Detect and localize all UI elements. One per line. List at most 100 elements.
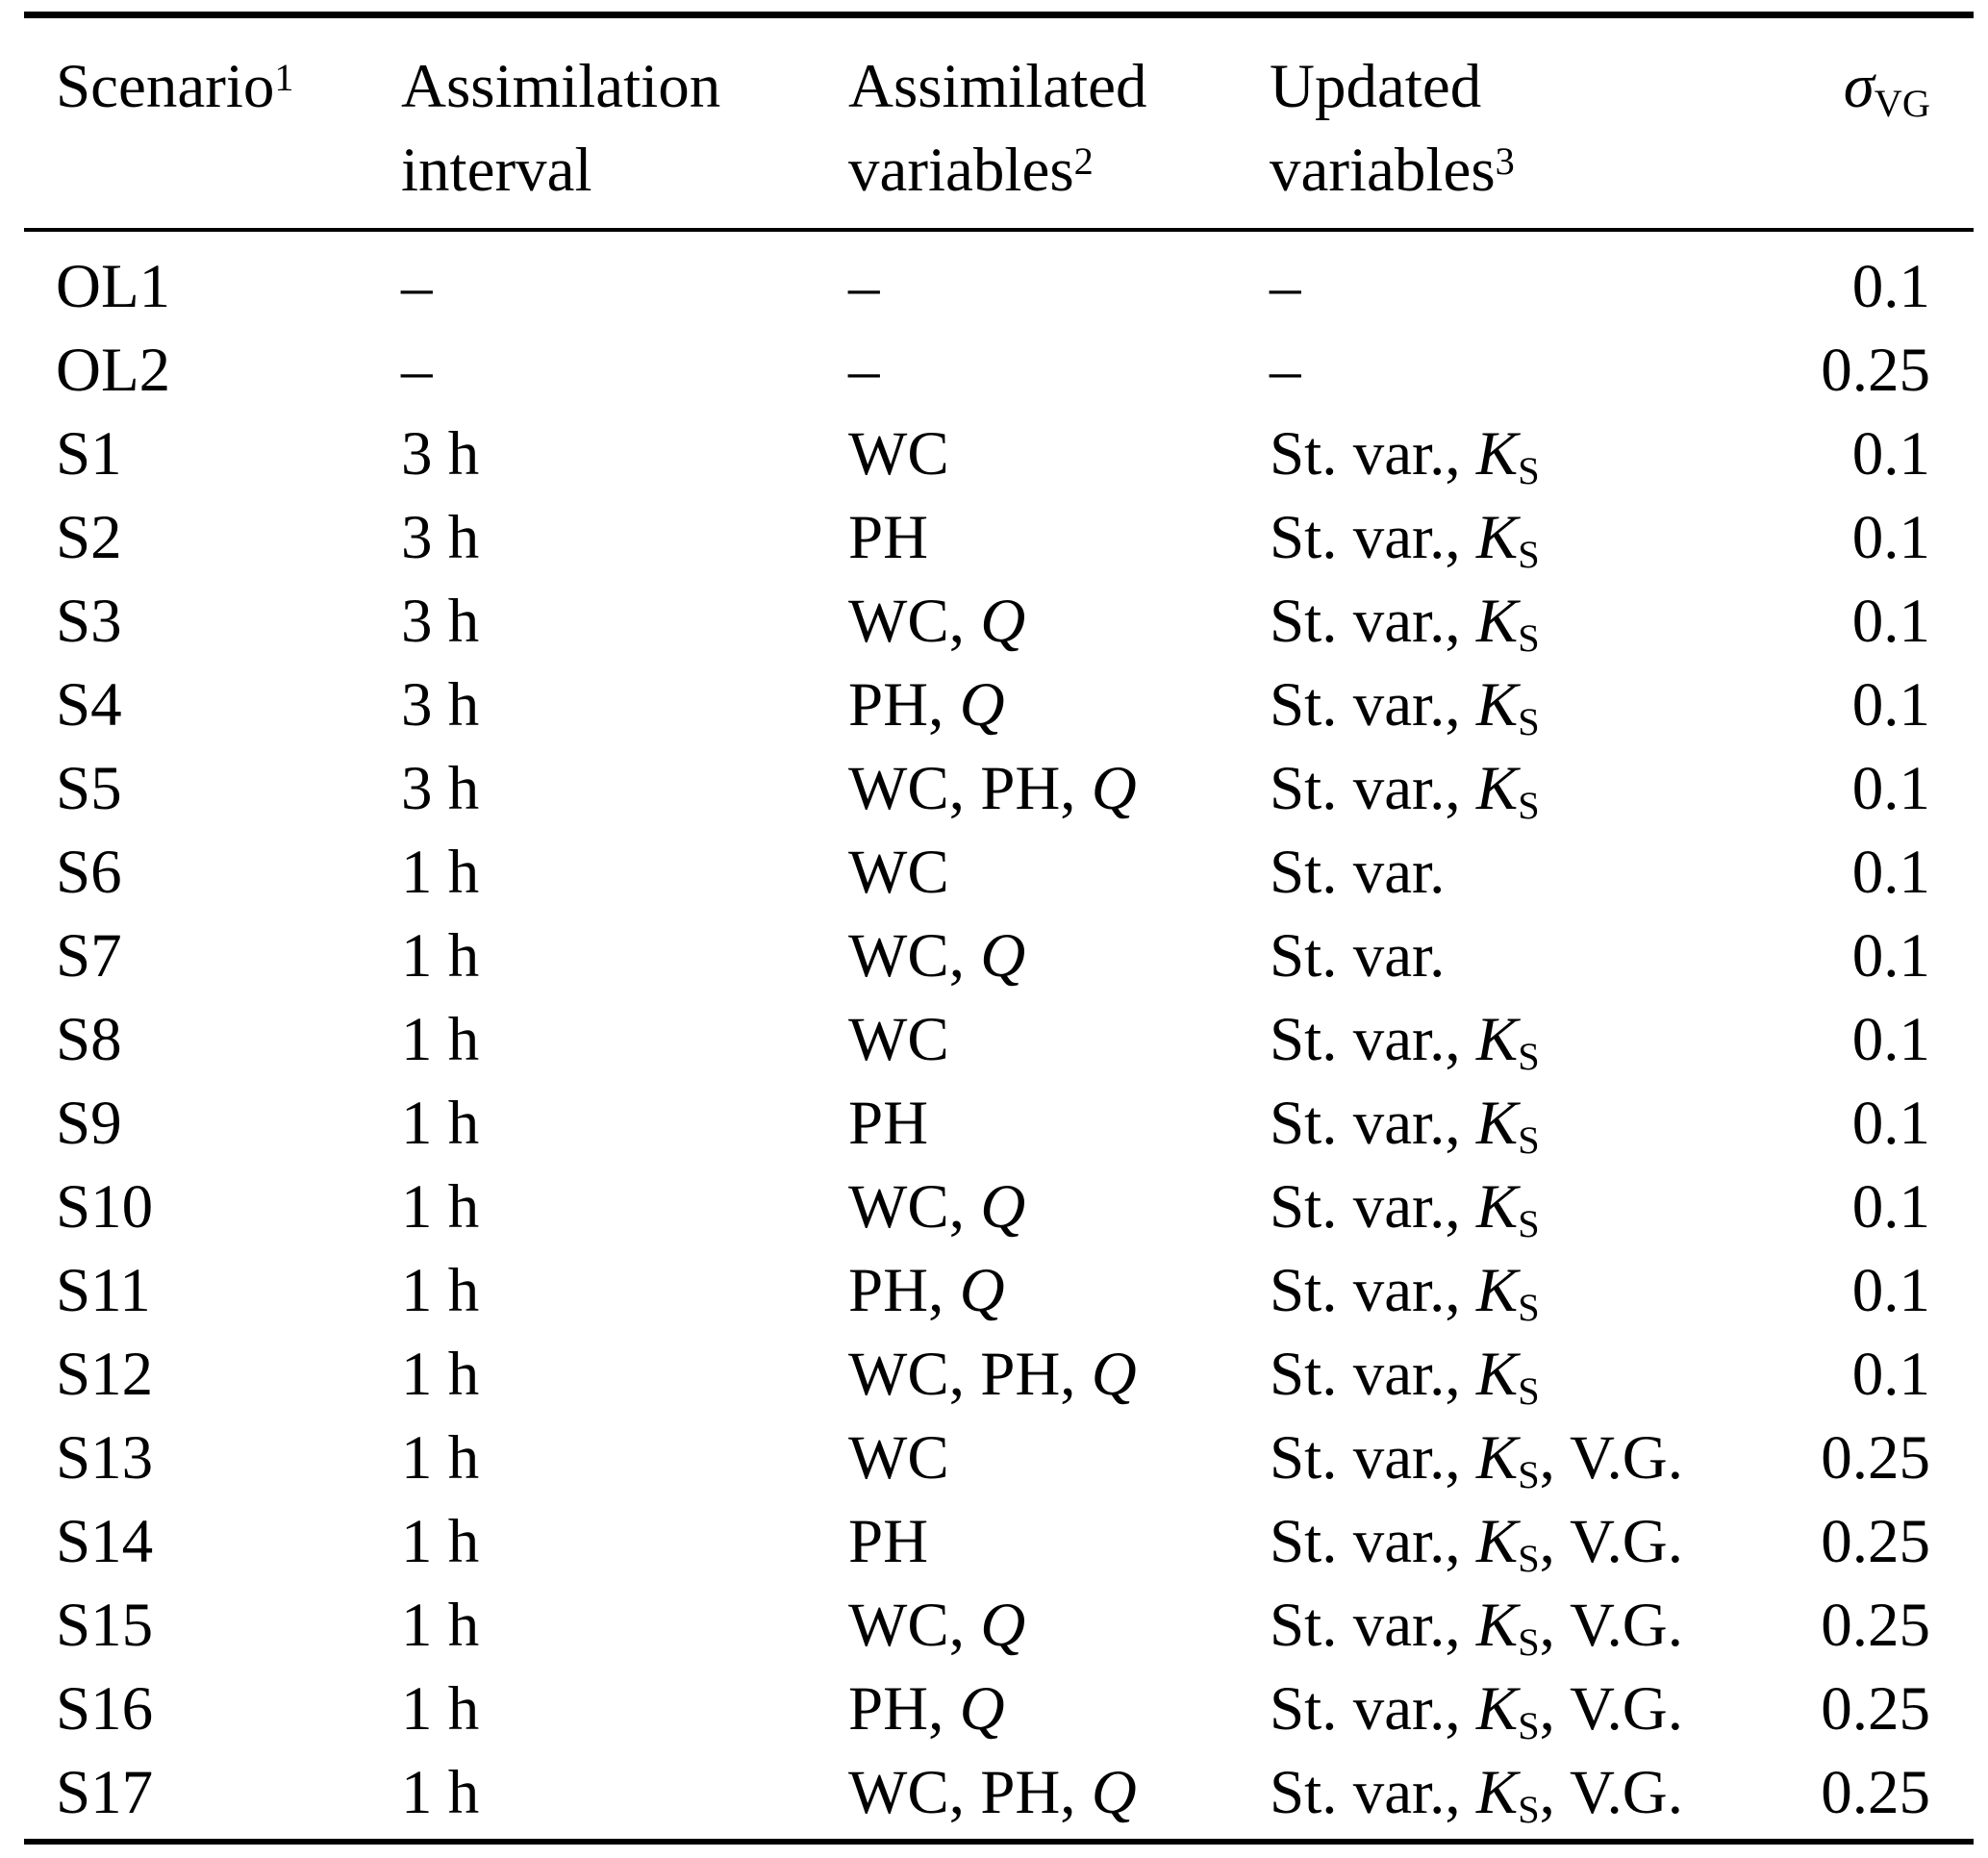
column-header-interval: Assimilation interval <box>401 45 848 213</box>
text-segment: WC <box>848 1423 949 1493</box>
cell-scenario: S12 <box>56 1340 154 1409</box>
cell-sigma-vg: 0.1 <box>1851 1005 1930 1074</box>
cell-assimilation-interval: 1 h <box>401 1340 480 1409</box>
cell-sigma-vg: 0.1 <box>1851 587 1930 656</box>
cell-assimilation-interval: 3 h <box>401 503 480 572</box>
text-segment: – <box>1270 252 1301 321</box>
column-header-line: σVG <box>1750 45 1930 129</box>
column-header-line: variables2 <box>848 129 1270 213</box>
footnote-marker: 3 <box>1495 139 1515 184</box>
cell-updated-variables: St. var., KS, V.G. <box>1270 1417 1750 1500</box>
cell-scenario: S7 <box>56 921 122 991</box>
text-segment: , V.G. <box>1539 1591 1683 1660</box>
text-segment: K <box>1475 1340 1519 1409</box>
text-segment: K <box>1475 1423 1519 1493</box>
cell-sigma-vg: 0.25 <box>1821 1423 1930 1493</box>
cell-scenario: S6 <box>56 838 122 907</box>
text-segment: WC, <box>848 921 981 991</box>
table-header-row: Scenario1 Assimilation interval Assimilated… <box>56 45 1974 213</box>
cell-assimilation-interval: 1 h <box>401 1256 480 1325</box>
table-row-s13: S13 1 h WC St. var., KS, V.G. 0.25 <box>56 1417 1974 1500</box>
text-segment: PH <box>848 1507 929 1576</box>
text-segment: St. var., <box>1270 1507 1476 1576</box>
text-segment: WC, PH, <box>848 1340 1092 1409</box>
cell-assimilation-interval: 3 h <box>401 587 480 656</box>
text-segment: K <box>1475 1089 1519 1158</box>
text-segment: St. var., <box>1270 1256 1476 1325</box>
subscript-text: S <box>1518 533 1540 577</box>
text-segment: K <box>1475 1758 1519 1827</box>
cell-assimilated-variables: PH, Q <box>848 1668 1270 1751</box>
cell-scenario: S10 <box>56 1172 154 1242</box>
cell-assimilation-interval: 3 h <box>401 670 480 740</box>
text-segment: St. var., <box>1270 419 1476 489</box>
subscript-text: S <box>1518 784 1540 828</box>
cell-assimilation-interval: 3 h <box>401 754 480 823</box>
subscript-text: S <box>1518 1453 1540 1497</box>
cell-sigma-vg: 0.1 <box>1851 1256 1930 1325</box>
table-row-s14: S14 1 h PH St. var., KS, V.G. 0.25 <box>56 1500 1974 1584</box>
text-segment: interval <box>401 136 592 205</box>
subscript-text: S <box>1518 1035 1540 1079</box>
text-segment: K <box>1475 670 1519 740</box>
table-row-s17: S17 1 h WC, PH, Q St. var., KS, V.G. 0.25 <box>56 1751 1974 1835</box>
cell-assimilation-interval: 1 h <box>401 1172 480 1242</box>
text-segment: WC, PH, <box>848 754 1092 823</box>
table-row-s2: S2 3 h PH St. var., KS 0.1 <box>56 496 1974 580</box>
text-segment: St. var., <box>1270 1089 1476 1158</box>
cell-scenario: S9 <box>56 1089 122 1158</box>
cell-sigma-vg: 0.1 <box>1851 503 1930 572</box>
cell-assimilated-variables: PH <box>848 496 1270 580</box>
table-body: OL1– – –0.1 OL2– – –0.25 S1 3 h WC St. var., KS 0.… <box>24 232 1974 1839</box>
cell-assimilated-variables: WC <box>848 1417 1270 1500</box>
cell-updated-variables: St. var., KS <box>1270 496 1750 580</box>
cell-sigma-vg: 0.1 <box>1851 754 1930 823</box>
cell-assimilation-interval: 1 h <box>401 1507 480 1576</box>
text-segment: WC <box>848 1005 949 1074</box>
text-segment: K <box>1475 419 1519 489</box>
table-header: Scenario1 Assimilation interval Assimilated… <box>24 18 1974 228</box>
cell-scenario: OL1 <box>56 252 171 321</box>
cell-assimilated-variables: – <box>848 245 1270 329</box>
cell-scenario: S17 <box>56 1758 154 1827</box>
text-segment: K <box>1475 1256 1519 1325</box>
cell-scenario: S2 <box>56 503 122 572</box>
column-header-assimilated: Assimilated variables2 <box>848 45 1270 213</box>
text-segment: WC, <box>848 1591 981 1660</box>
cell-updated-variables: St. var., KS <box>1270 413 1750 496</box>
cell-updated-variables: St. var., KS <box>1270 580 1750 664</box>
table-row-ol2: OL2 – – – 0.25 <box>56 329 1974 413</box>
text-segment: Scenario <box>56 52 275 121</box>
text-segment: PH <box>848 1089 929 1158</box>
cell-scenario: S5 <box>56 754 122 823</box>
table-bottom-rule <box>24 1839 1974 1845</box>
text-segment: St. var. <box>1270 838 1446 907</box>
table-row-s15: S15 1 h WC, Q St. var., KS, V.G. 0.25 <box>56 1584 1974 1668</box>
cell-updated-variables: – <box>1270 245 1750 329</box>
cell-updated-variables: – <box>1270 329 1750 413</box>
cell-assimilated-variables: WC, PH, Q <box>848 1333 1270 1417</box>
text-segment: Q <box>980 587 1026 656</box>
text-segment: K <box>1475 1591 1519 1660</box>
text-segment: St. var., <box>1270 670 1476 740</box>
text-segment: – <box>848 252 880 321</box>
cell-assimilated-variables: WC, Q <box>848 915 1270 998</box>
text-segment: K <box>1475 1172 1519 1242</box>
column-header-line: variables3 <box>1270 129 1750 213</box>
text-segment: WC, <box>848 587 981 656</box>
subscript-text: S <box>1518 1118 1540 1163</box>
table-top-rule <box>24 12 1974 18</box>
column-header-updated: Updated variables3 <box>1270 45 1750 213</box>
cell-updated-variables: St. var., KS <box>1270 747 1750 831</box>
cell-scenario: S13 <box>56 1423 154 1493</box>
cell-assimilated-variables: – <box>848 329 1270 413</box>
cell-scenario: S15 <box>56 1591 154 1660</box>
text-segment: Q <box>959 670 1005 740</box>
text-segment: St. var., <box>1270 1423 1476 1493</box>
column-header-line <box>1750 129 1930 213</box>
cell-assimilated-variables: PH, Q <box>848 664 1270 747</box>
cell-sigma-vg: 0.1 <box>1851 1172 1930 1242</box>
cell-scenario: S14 <box>56 1507 154 1576</box>
text-segment: St. var., <box>1270 1172 1476 1242</box>
cell-updated-variables: St. var., KS <box>1270 1166 1750 1249</box>
